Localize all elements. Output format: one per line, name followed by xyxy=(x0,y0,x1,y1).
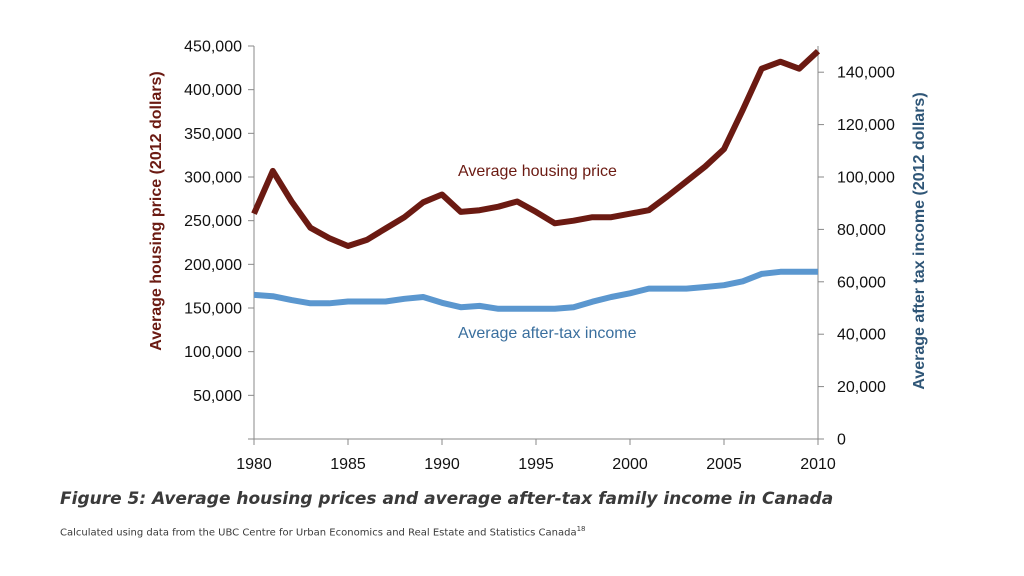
left-tick-label: 400,000 xyxy=(184,82,242,99)
right-tick-label: 120,000 xyxy=(837,117,895,134)
left-tick-label: 350,000 xyxy=(184,126,242,143)
left-tick-label: 50,000 xyxy=(193,388,242,405)
right-tick-label: 80,000 xyxy=(837,222,886,239)
left-y-axis: 50,000 100,000 150,000 200,000 250,000 300,00… xyxy=(184,39,255,440)
right-tick-label: 0 xyxy=(837,432,846,449)
left-tick-label: 150,000 xyxy=(184,301,242,318)
housing-price-line xyxy=(251,49,821,249)
after-tax-income-line xyxy=(253,268,818,312)
x-tick-label: 1980 xyxy=(236,456,272,473)
left-tick-label: 450,000 xyxy=(184,39,242,56)
left-axis-title: Average housing price (2012 dollars) xyxy=(148,71,165,351)
left-tick-label: 300,000 xyxy=(184,170,242,187)
x-tick-label: 1995 xyxy=(518,456,554,473)
x-tick-label: 2010 xyxy=(800,456,836,473)
x-tick-label: 1985 xyxy=(330,456,366,473)
x-tick-label: 1990 xyxy=(424,456,460,473)
right-y-axis: 0 20,000 40,000 60,000 80,000 100,000 120,000 1… xyxy=(817,46,895,449)
left-tick-label: 250,000 xyxy=(184,213,242,230)
right-tick-label: 20,000 xyxy=(837,379,886,396)
left-tick-label: 100,000 xyxy=(184,344,242,361)
source-text: Calculated using data from the UBC Centr… xyxy=(60,527,577,539)
source-footnote: 18 xyxy=(576,525,586,533)
income-series-label: Average after-tax income xyxy=(458,325,637,342)
figure-caption: Figure 5: Average housing prices and ave… xyxy=(60,489,834,509)
housing-series-label: Average housing price xyxy=(458,163,617,180)
x-tick-label: 2000 xyxy=(612,456,648,473)
right-tick-label: 140,000 xyxy=(837,65,895,82)
dual-axis-line-chart: 50,000 100,000 150,000 200,000 250,000 300,00… xyxy=(148,39,928,474)
right-tick-label: 100,000 xyxy=(837,170,895,187)
x-axis: 1980 1985 1990 1995 2000 2005 2010 xyxy=(236,438,836,473)
right-axis-title: Average after tax income (2012 dollars) xyxy=(911,92,928,389)
right-tick-label: 60,000 xyxy=(837,274,886,291)
left-tick-label: 200,000 xyxy=(184,257,242,274)
series-layer xyxy=(251,49,821,312)
figure-source: Calculated using data from the UBC Centr… xyxy=(60,525,586,538)
right-tick-label: 40,000 xyxy=(837,327,886,344)
x-tick-label: 2005 xyxy=(706,456,742,473)
